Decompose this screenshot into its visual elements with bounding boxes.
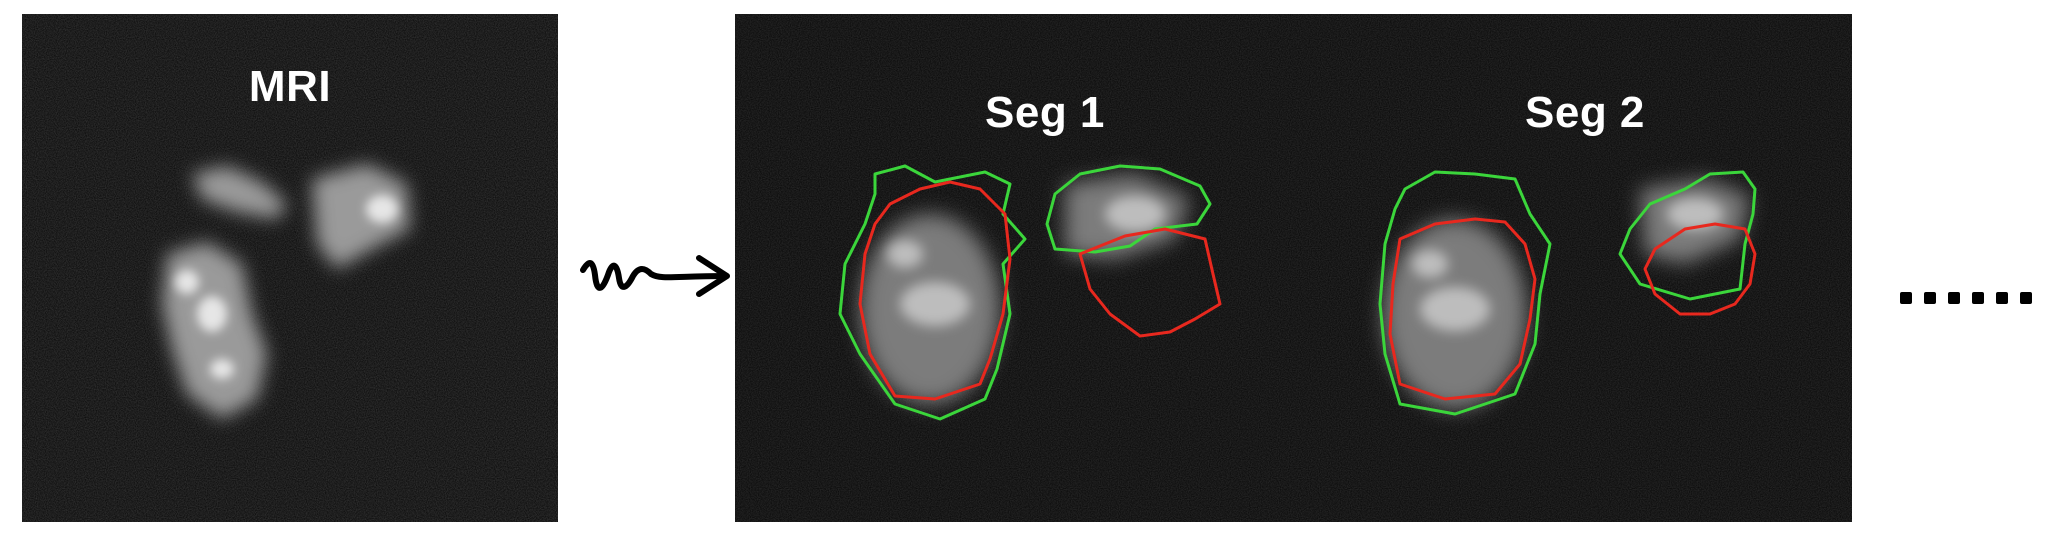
- ellipsis-dot: [2020, 292, 2032, 304]
- ellipsis-dot: [1948, 292, 1960, 304]
- seg2-contour-a: [1378, 170, 1757, 416]
- segmentation-panel: Seg 1 Seg 2: [735, 14, 1852, 522]
- seg2-contour-b: [1388, 217, 1757, 401]
- ellipsis-icon: [1900, 292, 2032, 304]
- mri-scan-image: [22, 14, 558, 522]
- seg1-label: Seg 1: [985, 88, 1105, 137]
- ellipsis-dot: [1900, 292, 1912, 304]
- mri-label: MRI: [248, 62, 332, 111]
- seg1-contour-b: [858, 180, 1222, 401]
- seg2-label: Seg 2: [1525, 88, 1645, 137]
- squiggly-arrow-icon: [580, 255, 730, 297]
- ellipsis-dot: [1996, 292, 2008, 304]
- mri-image-panel: MRI: [22, 14, 558, 522]
- ellipsis-dot: [1924, 292, 1936, 304]
- ellipsis-dot: [1972, 292, 1984, 304]
- segmentation-image: [735, 14, 1852, 522]
- seg1-contour-a: [838, 164, 1212, 421]
